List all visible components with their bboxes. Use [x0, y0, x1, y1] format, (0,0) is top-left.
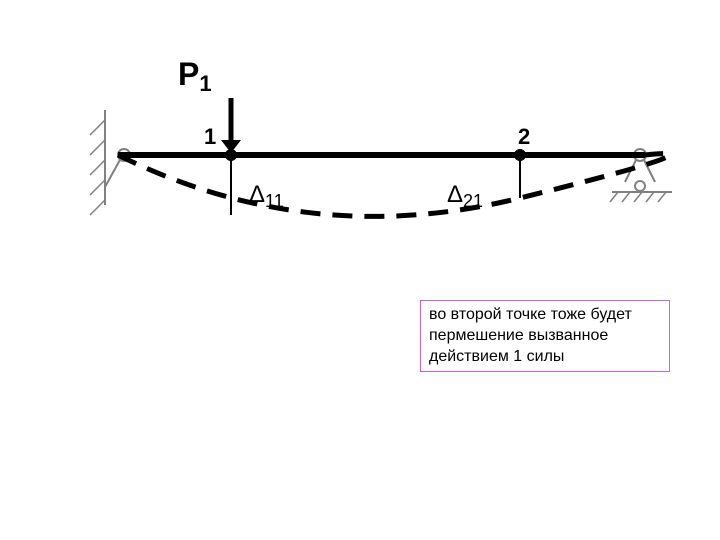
left-support-hatch [90, 200, 105, 215]
left-support-hatch [90, 160, 105, 175]
left-support-leg [105, 158, 121, 187]
point-label-2: 2 [518, 124, 530, 149]
left-support-hatch [90, 180, 105, 195]
displacement-label-2: Δ21 [447, 181, 483, 211]
force-arrow-head [221, 140, 241, 153]
right-support-hatch [634, 192, 642, 202]
caption-text: во второй точке тоже будет пермешение вы… [429, 306, 632, 365]
left-support-hatch [90, 120, 105, 135]
right-support-hatch [658, 192, 666, 202]
caption-box: во второй точке тоже будет пермешение вы… [420, 300, 670, 372]
point-label-1: 1 [204, 124, 216, 149]
right-support-hatch [622, 192, 630, 202]
beam-deflection-diagram: 1 2 P1 Δ11 Δ21 [0, 0, 720, 540]
right-support-hatch [646, 192, 654, 202]
left-support-hatch [90, 140, 105, 155]
force-label: P1 [178, 56, 212, 96]
right-support-hatch [610, 192, 618, 202]
deflection-curve [118, 154, 669, 217]
displacement-label-1: Δ11 [249, 181, 284, 211]
right-support-roller [635, 181, 645, 191]
point-dot-2 [514, 149, 526, 161]
